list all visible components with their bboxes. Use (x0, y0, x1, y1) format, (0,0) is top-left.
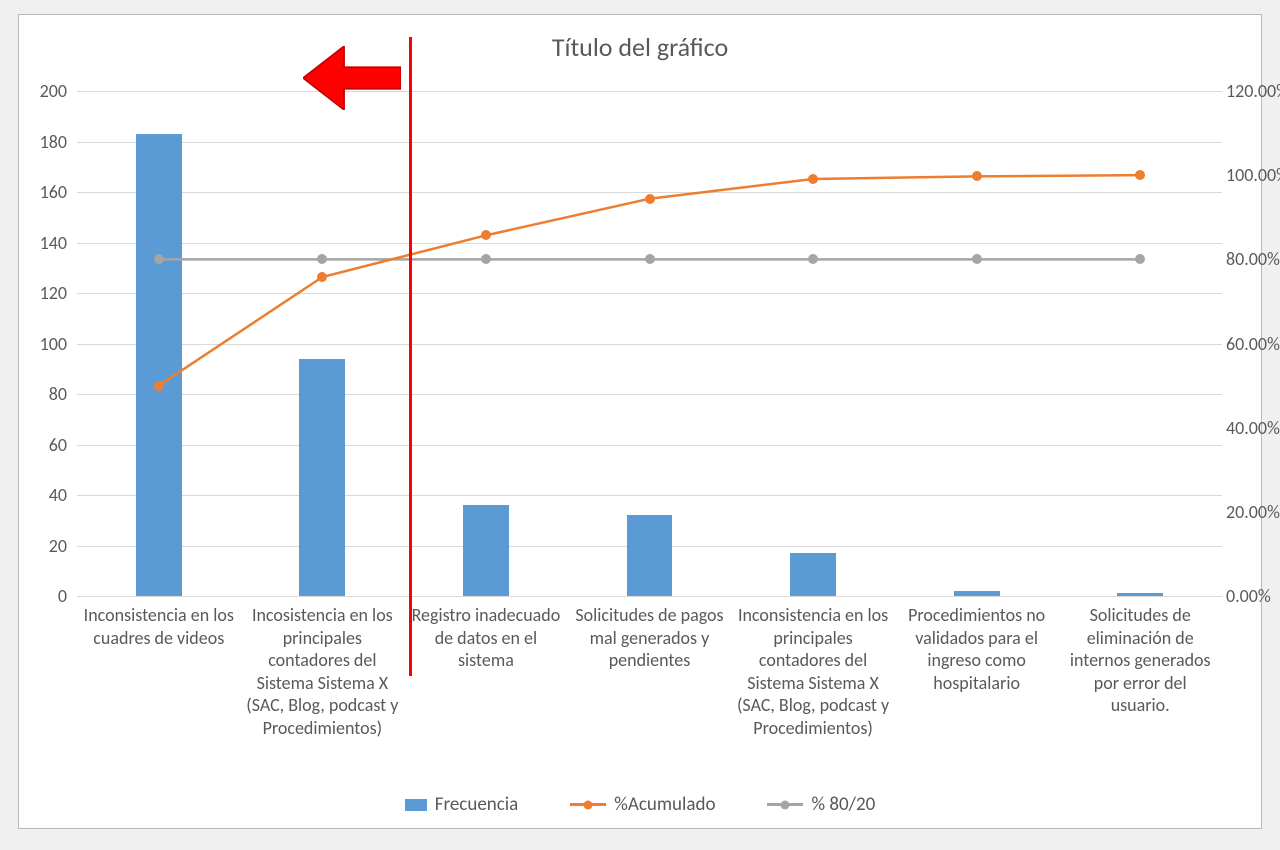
rule8020-marker (481, 254, 491, 264)
y-right-tick-label: 0.00% (1226, 585, 1280, 607)
rule8020-marker (808, 254, 818, 264)
y-left-tick-label: 60 (17, 434, 67, 456)
y-right-tick-label: 80.00% (1226, 248, 1280, 270)
y-right-tick-label: 40.00% (1226, 417, 1280, 439)
chart-frame: Título del gráfico 0 20 40 60 80 100 120 140 160… (18, 14, 1262, 829)
y-left-tick-label: 160 (17, 181, 67, 203)
y-left-tick-label: 180 (17, 131, 67, 153)
legend-item-frecuencia: Frecuencia (405, 793, 519, 816)
rule8020-marker (154, 254, 164, 264)
x-category-label: Inconsistencia en los principales contad… (735, 604, 891, 739)
arrow-annotation (303, 46, 401, 110)
x-category-label: Incosistencia en los principales contado… (245, 604, 401, 739)
x-category-label: Solicitudes de pagos mal generados y pen… (572, 604, 728, 672)
legend-item-acumulado: %Acumulado (570, 793, 715, 816)
acumulado-marker (972, 171, 982, 181)
rule8020-marker (645, 254, 655, 264)
acumulado-marker (1135, 170, 1145, 180)
legend-label: %Acumulado (614, 793, 715, 816)
acumulado-line (159, 175, 1140, 385)
plot-area (77, 91, 1222, 596)
y-left-tick-label: 140 (17, 232, 67, 254)
y-right-tick-label: 120.00% (1226, 80, 1280, 102)
y-right-tick-label: 60.00% (1226, 333, 1280, 355)
x-category-label: Inconsistencia en los cuadres de videos (81, 604, 237, 649)
legend: Frecuencia %Acumulado % 80/20 (19, 793, 1261, 816)
line-series (77, 91, 1222, 596)
y-right-tick-label: 100.00% (1226, 164, 1280, 186)
y-left-tick-label: 40 (17, 484, 67, 506)
rule8020-marker (317, 254, 327, 264)
y-left-tick-label: 120 (17, 282, 67, 304)
acumulado-marker (154, 381, 164, 391)
y-left-tick-label: 200 (17, 80, 67, 102)
acumulado-marker (808, 174, 818, 184)
acumulado-marker (481, 230, 491, 240)
legend-label: % 80/20 (811, 793, 875, 816)
legend-swatch-bar (405, 799, 427, 811)
legend-label: Frecuencia (435, 793, 519, 816)
x-category-label: Procedimientos no validados para el ingr… (899, 604, 1055, 694)
y-left-tick-label: 80 (17, 383, 67, 405)
pareto-cutoff-line (409, 37, 412, 676)
y-left-tick-label: 100 (17, 333, 67, 355)
y-left-tick-label: 0 (17, 585, 67, 607)
chart-title: Título del gráfico (19, 31, 1261, 63)
legend-item-8020: % 80/20 (767, 793, 875, 816)
rule8020-marker (972, 254, 982, 264)
acumulado-marker (317, 272, 327, 282)
legend-swatch-line (570, 803, 606, 806)
x-category-label: Registro inadecuado de datos en el siste… (408, 604, 564, 672)
y-right-tick-label: 20.00% (1226, 501, 1280, 523)
arrow-icon (303, 46, 401, 110)
y-left-tick-label: 20 (17, 535, 67, 557)
legend-swatch-line (767, 803, 803, 806)
acumulado-marker (645, 194, 655, 204)
x-category-label: Solicitudes de eliminación de internos g… (1062, 604, 1218, 717)
rule8020-marker (1135, 254, 1145, 264)
